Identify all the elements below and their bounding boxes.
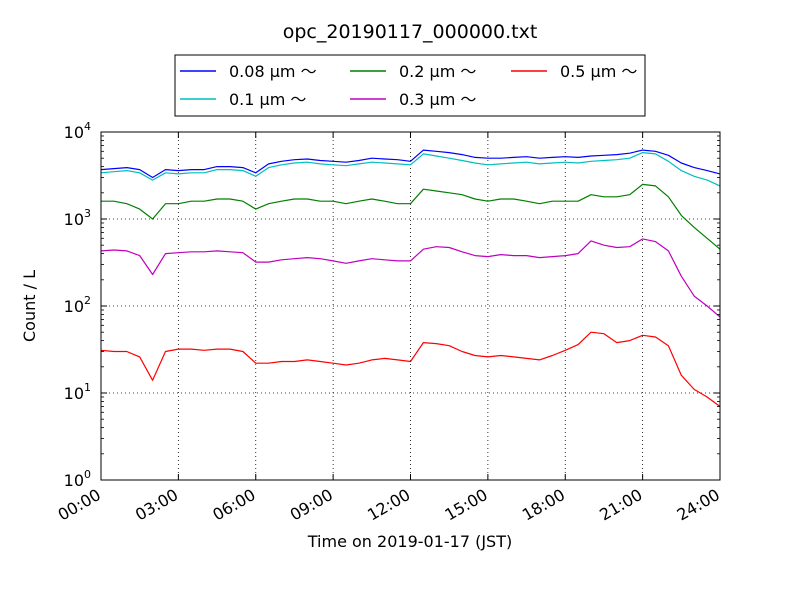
legend-label: 0.2 μm ～ <box>399 62 476 81</box>
legend: 0.08 μm ～ 0.1 μm ～ 0.2 μm ～ 0.3 μm ～ 0.5 μm … <box>174 54 646 117</box>
series-line-5 <box>100 331 721 407</box>
x-tick-label: 06:00 <box>209 485 258 525</box>
y-axis: 100 101 102 103 104 <box>64 120 720 490</box>
plot-area <box>101 132 720 480</box>
y-axis-label: Count / L <box>20 270 39 342</box>
y-tick-label: 104 <box>64 120 91 142</box>
legend-label: 0.3 μm ～ <box>399 90 476 109</box>
series-layer <box>100 149 721 407</box>
y-tick-label: 100 <box>64 468 91 490</box>
x-tick-label: 21:00 <box>596 485 645 525</box>
y-tick-label: 101 <box>64 381 91 403</box>
x-tick-label: 24:00 <box>674 485 723 525</box>
chart-title: opc_20190117_000000.txt <box>283 21 538 43</box>
x-tick-label: 03:00 <box>132 485 181 525</box>
series-line-3 <box>101 183 721 250</box>
x-tick-label: 09:00 <box>287 485 336 525</box>
legend-label: 0.08 μm ～ <box>229 62 317 81</box>
series-line-1 <box>100 149 721 179</box>
legend-box <box>174 54 646 117</box>
x-tick-label: 15:00 <box>441 485 490 525</box>
x-tick-label: 12:00 <box>364 485 413 525</box>
series-line-2 <box>100 152 721 187</box>
x-tick-label: 00:00 <box>55 485 104 525</box>
y-tick-label: 103 <box>64 207 91 229</box>
legend-label: 0.5 μm ～ <box>560 62 637 81</box>
legend-label: 0.1 μm ～ <box>229 90 306 109</box>
x-axis-label: Time on 2019-01-17 (JST) <box>307 532 512 551</box>
y-tick-label: 102 <box>64 294 91 316</box>
series-line-4 <box>100 238 721 318</box>
x-tick-label: 18:00 <box>519 485 568 525</box>
